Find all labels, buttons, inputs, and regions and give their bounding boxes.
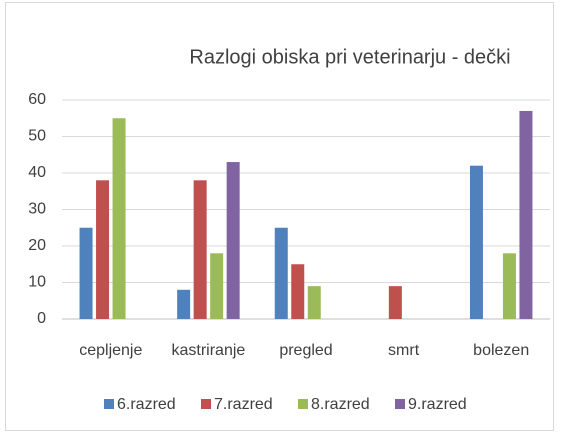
legend-label: 9.razred	[408, 396, 467, 413]
legend-swatch	[104, 399, 114, 409]
legend-swatch	[298, 399, 308, 409]
x-tick-label: kastriranje	[171, 342, 245, 359]
bar	[177, 289, 191, 319]
bar	[112, 118, 126, 319]
bar	[388, 286, 402, 319]
bar	[226, 162, 240, 319]
y-tick-label: 30	[28, 201, 46, 218]
bar	[519, 110, 533, 319]
legend-label: 6.razred	[117, 396, 176, 413]
legend-swatch	[201, 399, 211, 409]
x-tick-label: smrt	[388, 342, 420, 359]
bar	[469, 165, 483, 319]
y-tick-label: 40	[28, 164, 46, 181]
bar	[274, 227, 288, 319]
legend-label: 7.razred	[214, 396, 273, 413]
legend-swatch	[395, 399, 405, 409]
y-tick-label: 0	[37, 310, 46, 327]
bar	[307, 286, 321, 319]
legend-label: 8.razred	[311, 396, 370, 413]
y-tick-label: 10	[28, 274, 46, 291]
bar	[502, 253, 516, 319]
bar	[96, 180, 110, 319]
y-tick-label: 60	[28, 91, 46, 108]
bar	[79, 227, 93, 319]
x-tick-label: bolezen	[473, 342, 529, 359]
x-tick-label: cepljenje	[79, 342, 142, 359]
chart-title: Razlogi obiska pri veterinarju - dečki	[189, 46, 510, 68]
x-tick-label: pregled	[279, 342, 332, 359]
y-tick-label: 50	[28, 128, 46, 145]
bar	[193, 180, 207, 319]
bar	[210, 253, 224, 319]
bar	[291, 264, 305, 319]
y-tick-label: 20	[28, 237, 46, 254]
